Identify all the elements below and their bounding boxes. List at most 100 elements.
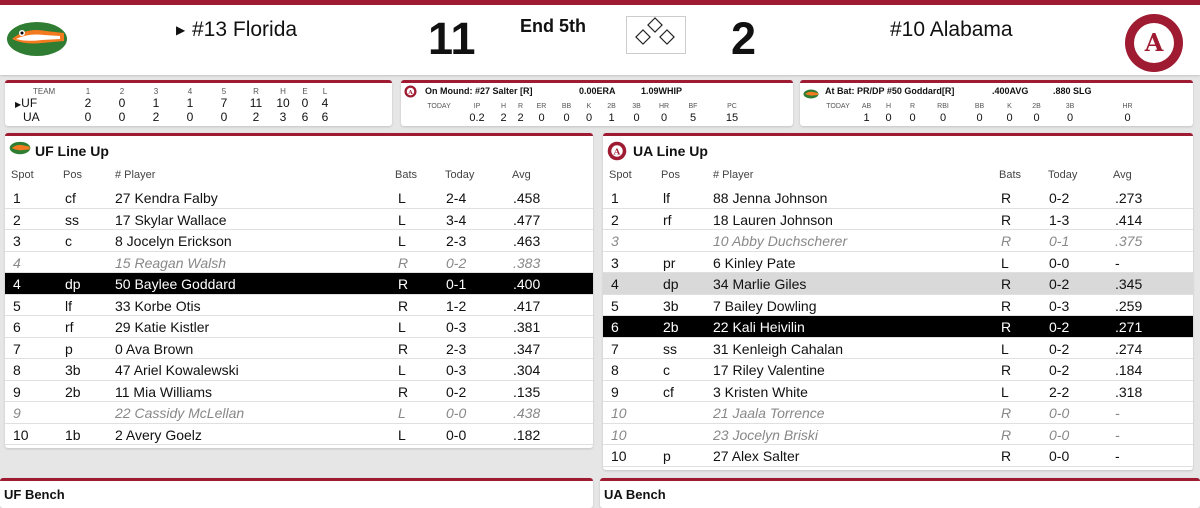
lineup-row[interactable]: 4 15 Reagan Walsh R 0-2 .383 bbox=[5, 252, 593, 273]
ua-lineup-rows: 1 lf 88 Jenna Johnson R 0-2 .273 2 rf 18 Lauren … bbox=[603, 187, 1193, 467]
lineup-bats: R bbox=[1001, 233, 1012, 249]
lineup-row[interactable]: 4 dp 34 Marlie Giles R 0-2 .345 bbox=[603, 273, 1193, 295]
col-avg: Avg bbox=[1113, 169, 1132, 181]
lineup-today: 3-4 bbox=[446, 211, 467, 228]
lineup-spot: 4 bbox=[13, 276, 21, 292]
stat-header: PC bbox=[727, 102, 737, 110]
lineup-today: 0-2 bbox=[1049, 190, 1070, 206]
lineup-row[interactable]: 10 23 Jocelyn Briski R 0-0 - bbox=[603, 424, 1193, 445]
ua-lineup-panel: A UA Line Up Spot Pos # Player Bats Toda… bbox=[603, 133, 1193, 470]
lineup-today: 0-0 bbox=[1049, 254, 1070, 271]
lineup-spot: 6 bbox=[13, 319, 21, 335]
ls-cell: 0 bbox=[220, 110, 228, 124]
stat-header: 2B bbox=[1032, 102, 1041, 110]
lineup-row[interactable]: 10 1b 2 Avery Goelz L 0-0 .182 bbox=[5, 424, 593, 445]
lineup-spot: 4 bbox=[13, 254, 21, 271]
lineup-player: 3 Kristen White bbox=[713, 383, 808, 400]
ua-lineup-title: UA Line Up bbox=[633, 143, 708, 159]
lineup-avg: .184 bbox=[1115, 362, 1143, 378]
lineup-row[interactable]: 10 21 Jaala Torrence R 0-0 - bbox=[603, 402, 1193, 424]
lineup-spot: 2 bbox=[13, 211, 21, 228]
lineup-row[interactable]: 2 ss 17 Skylar Wallace L 3-4 .477 bbox=[5, 209, 593, 230]
lineup-pos: p bbox=[663, 448, 671, 464]
col-pos: Pos bbox=[63, 169, 82, 181]
batter-avg: .400AVG bbox=[992, 86, 1029, 96]
lineup-avg: - bbox=[1115, 254, 1120, 271]
col-player: # Player bbox=[115, 169, 156, 181]
lineup-bats: R bbox=[1001, 211, 1012, 228]
at-bat-arrow-icon: ▶ bbox=[15, 100, 22, 109]
lineup-pos: cf bbox=[663, 383, 674, 400]
stat-header: K bbox=[1007, 102, 1012, 110]
ls-cell: 2 bbox=[152, 110, 160, 124]
lineup-spot: 10 bbox=[611, 405, 627, 421]
col-pos: Pos bbox=[661, 169, 680, 181]
stat-header: R bbox=[909, 102, 916, 110]
lineup-spot: 3 bbox=[13, 233, 21, 249]
lineup-row[interactable]: 1 lf 88 Jenna Johnson R 0-2 .273 bbox=[603, 187, 1193, 209]
ls-team-label: UF bbox=[21, 96, 38, 110]
lineup-row[interactable]: 9 2b 11 Mia Williams R 0-2 .135 bbox=[5, 381, 593, 402]
lineup-spot: 9 bbox=[13, 383, 21, 400]
ls-team: ▶UF bbox=[11, 96, 71, 110]
stat-header: IP bbox=[473, 102, 481, 110]
lineup-row[interactable]: 5 3b 7 Bailey Dowling R 0-3 .259 bbox=[603, 295, 1193, 316]
lineup-row[interactable]: 4 dp 50 Baylee Goddard R 0-1 .400 bbox=[5, 273, 593, 295]
col-today: Today bbox=[1048, 169, 1078, 181]
stat-header: AB bbox=[861, 102, 872, 110]
lineup-today: 0-2 bbox=[446, 254, 467, 271]
ls-cell: 0 bbox=[118, 110, 126, 124]
line-score-row: UA 0 0 2 0 0 2 3 6 6 bbox=[11, 110, 335, 124]
lineup-bats: L bbox=[398, 190, 406, 206]
lineup-avg: .477 bbox=[513, 211, 541, 228]
ls-header: 5 bbox=[221, 86, 227, 96]
lineup-player: 8 Jocelyn Erickson bbox=[115, 233, 232, 249]
lineup-player: 27 Alex Salter bbox=[713, 448, 800, 464]
lineup-today: 2-3 bbox=[446, 233, 467, 249]
lineup-row[interactable]: 5 lf 33 Korbe Otis R 1-2 .417 bbox=[5, 295, 593, 316]
batter-stats-table: TODAY AB H R RBI BB K 2B 3B HR 1 0 0 0 0… bbox=[818, 101, 1165, 124]
lineup-avg: - bbox=[1115, 426, 1120, 443]
ls-cell: 0 bbox=[301, 96, 309, 110]
lineup-spot: 3 bbox=[611, 254, 619, 271]
lineup-row[interactable]: 7 p 0 Ava Brown R 2-3 .347 bbox=[5, 338, 593, 359]
lineup-row[interactable]: 3 10 Abby Duchscherer R 0-1 .375 bbox=[603, 230, 1193, 252]
lineup-row[interactable]: 10 p 27 Alex Salter R 0-0 - bbox=[603, 445, 1193, 467]
lineup-row[interactable]: 6 2b 22 Kali Heivilin R 0-2 .271 bbox=[603, 316, 1193, 338]
lineup-player: 33 Korbe Otis bbox=[115, 297, 201, 314]
lineup-today: 2-4 bbox=[446, 190, 467, 206]
col-avg: Avg bbox=[512, 169, 531, 181]
uf-bench-panel: UF Bench bbox=[0, 478, 593, 508]
lineup-row[interactable]: 8 3b 47 Ariel Kowalewski L 0-3 .304 bbox=[5, 359, 593, 381]
lineup-row[interactable]: 2 rf 18 Lauren Johnson R 1-3 .414 bbox=[603, 209, 1193, 230]
lineup-row[interactable]: 1 cf 27 Kendra Falby L 2-4 .458 bbox=[5, 187, 593, 209]
pitcher-stats-table: TODAY IP H R ER BB K 2B 3B HR BF PC 0.2 … bbox=[419, 101, 757, 124]
lineup-row[interactable]: 8 c 17 Riley Valentine R 0-2 .184 bbox=[603, 359, 1193, 381]
lineup-row[interactable]: 3 c 8 Jocelyn Erickson L 2-3 .463 bbox=[5, 230, 593, 252]
stat-header: 3B bbox=[632, 102, 641, 110]
lineup-row[interactable]: 3 pr 6 Kinley Pate L 0-0 - bbox=[603, 252, 1193, 273]
on-mound-box: A On Mound: #27 Salter [R] 0.00ERA 1.09W… bbox=[401, 80, 793, 126]
ls-header: L bbox=[322, 86, 328, 96]
ls-cell: 7 bbox=[220, 96, 228, 110]
stat-header: RBI bbox=[937, 102, 949, 110]
inning-status: End 5th bbox=[520, 16, 586, 36]
lineup-row[interactable]: 7 ss 31 Kenleigh Cahalan L 0-2 .274 bbox=[603, 338, 1193, 359]
stat-value: 0 bbox=[939, 111, 947, 124]
stat-header: TODAY bbox=[826, 102, 850, 110]
stat-header: 3B bbox=[1065, 102, 1075, 110]
lineup-player: 18 Lauren Johnson bbox=[713, 211, 833, 228]
lineup-bats: L bbox=[398, 233, 406, 249]
away-score: 11 bbox=[428, 13, 476, 64]
ls-header: R bbox=[253, 86, 259, 96]
lineup-row[interactable]: 9 cf 3 Kristen White L 2-2 .318 bbox=[603, 381, 1193, 402]
stat-value: 0 bbox=[1006, 111, 1013, 124]
lineup-bats: L bbox=[398, 362, 406, 378]
ls-cell: 0 bbox=[84, 110, 92, 124]
lineup-player: 2 Avery Goelz bbox=[115, 426, 202, 443]
lineup-row[interactable]: 6 rf 29 Katie Kistler L 0-3 .381 bbox=[5, 316, 593, 338]
lineup-avg: .438 bbox=[513, 405, 541, 421]
lineup-row[interactable]: 9 22 Cassidy McLellan L 0-0 .438 bbox=[5, 402, 593, 424]
col-spot: Spot bbox=[609, 169, 632, 181]
stat-value: 0 bbox=[538, 111, 545, 124]
